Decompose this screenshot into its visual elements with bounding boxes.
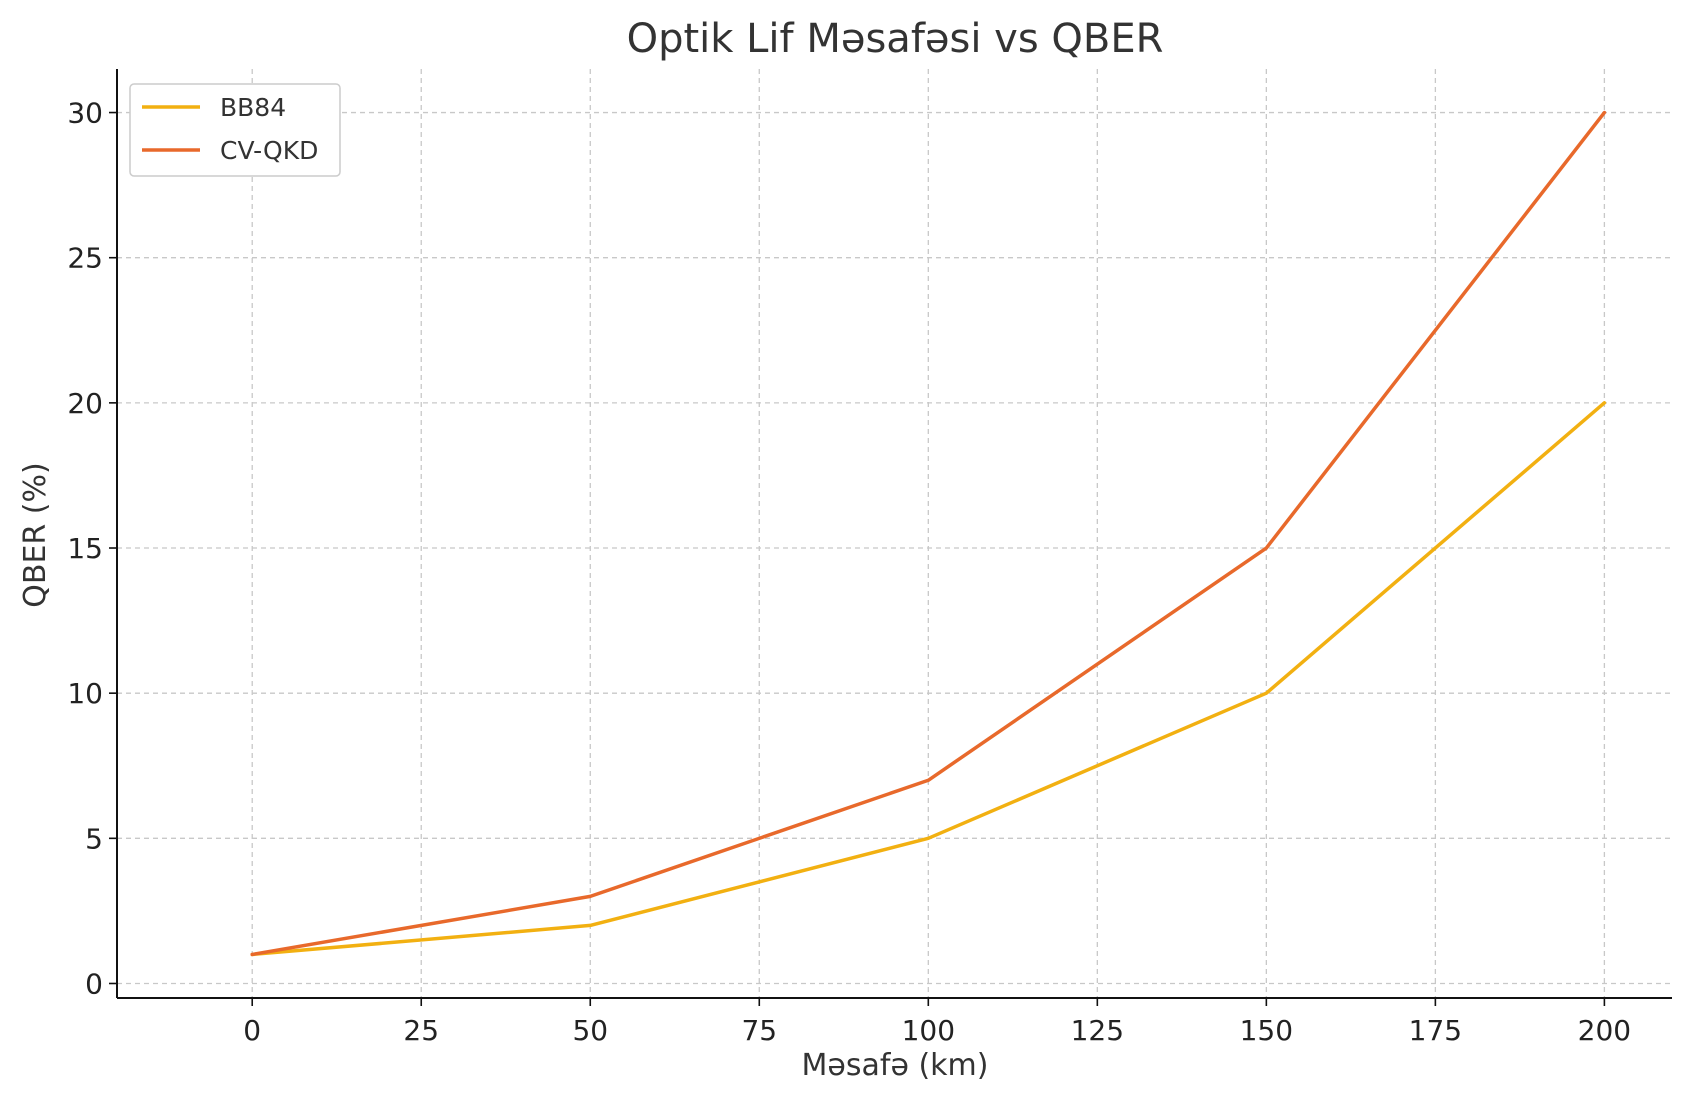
legend-label-cv-qkd: CV-QKD	[220, 136, 318, 165]
series-line-cv-qkd	[250, 110, 1607, 957]
x-tick-label: 25	[403, 1014, 439, 1047]
x-tick-label: 75	[741, 1014, 777, 1047]
gridlines	[117, 69, 1672, 998]
series-lines	[250, 110, 1607, 957]
x-tick-label: 150	[1240, 1014, 1293, 1047]
series-line-bb84	[250, 401, 1607, 957]
x-tick-label: 50	[572, 1014, 608, 1047]
y-tick-label: 30	[67, 97, 103, 130]
legend: BB84 CV-QKD	[129, 83, 341, 177]
chart-title: Optik Lif Məsafəsi vs QBER	[627, 16, 1164, 62]
y-tick-label: 15	[67, 532, 103, 565]
x-tick-label: 200	[1578, 1014, 1631, 1047]
y-tick-label: 20	[67, 387, 103, 420]
x-tick-label: 0	[243, 1014, 261, 1047]
y-tick-label: 5	[85, 822, 103, 855]
x-axis-label: Məsafə (km)	[802, 1048, 989, 1083]
axes	[116, 69, 1672, 999]
ticks: 0 25 50 75 100 125 150 175 200 0 5 10 15 20 25 30	[67, 97, 1631, 1047]
x-tick-label: 125	[1071, 1014, 1124, 1047]
x-tick-label: 100	[902, 1014, 955, 1047]
legend-label-bb84: BB84	[220, 93, 286, 122]
x-tick-label: 175	[1409, 1014, 1462, 1047]
y-tick-label: 10	[67, 677, 103, 710]
y-tick-label: 0	[85, 967, 103, 1000]
y-axis-label: QBER (%)	[18, 462, 53, 607]
y-tick-label: 25	[67, 242, 103, 275]
